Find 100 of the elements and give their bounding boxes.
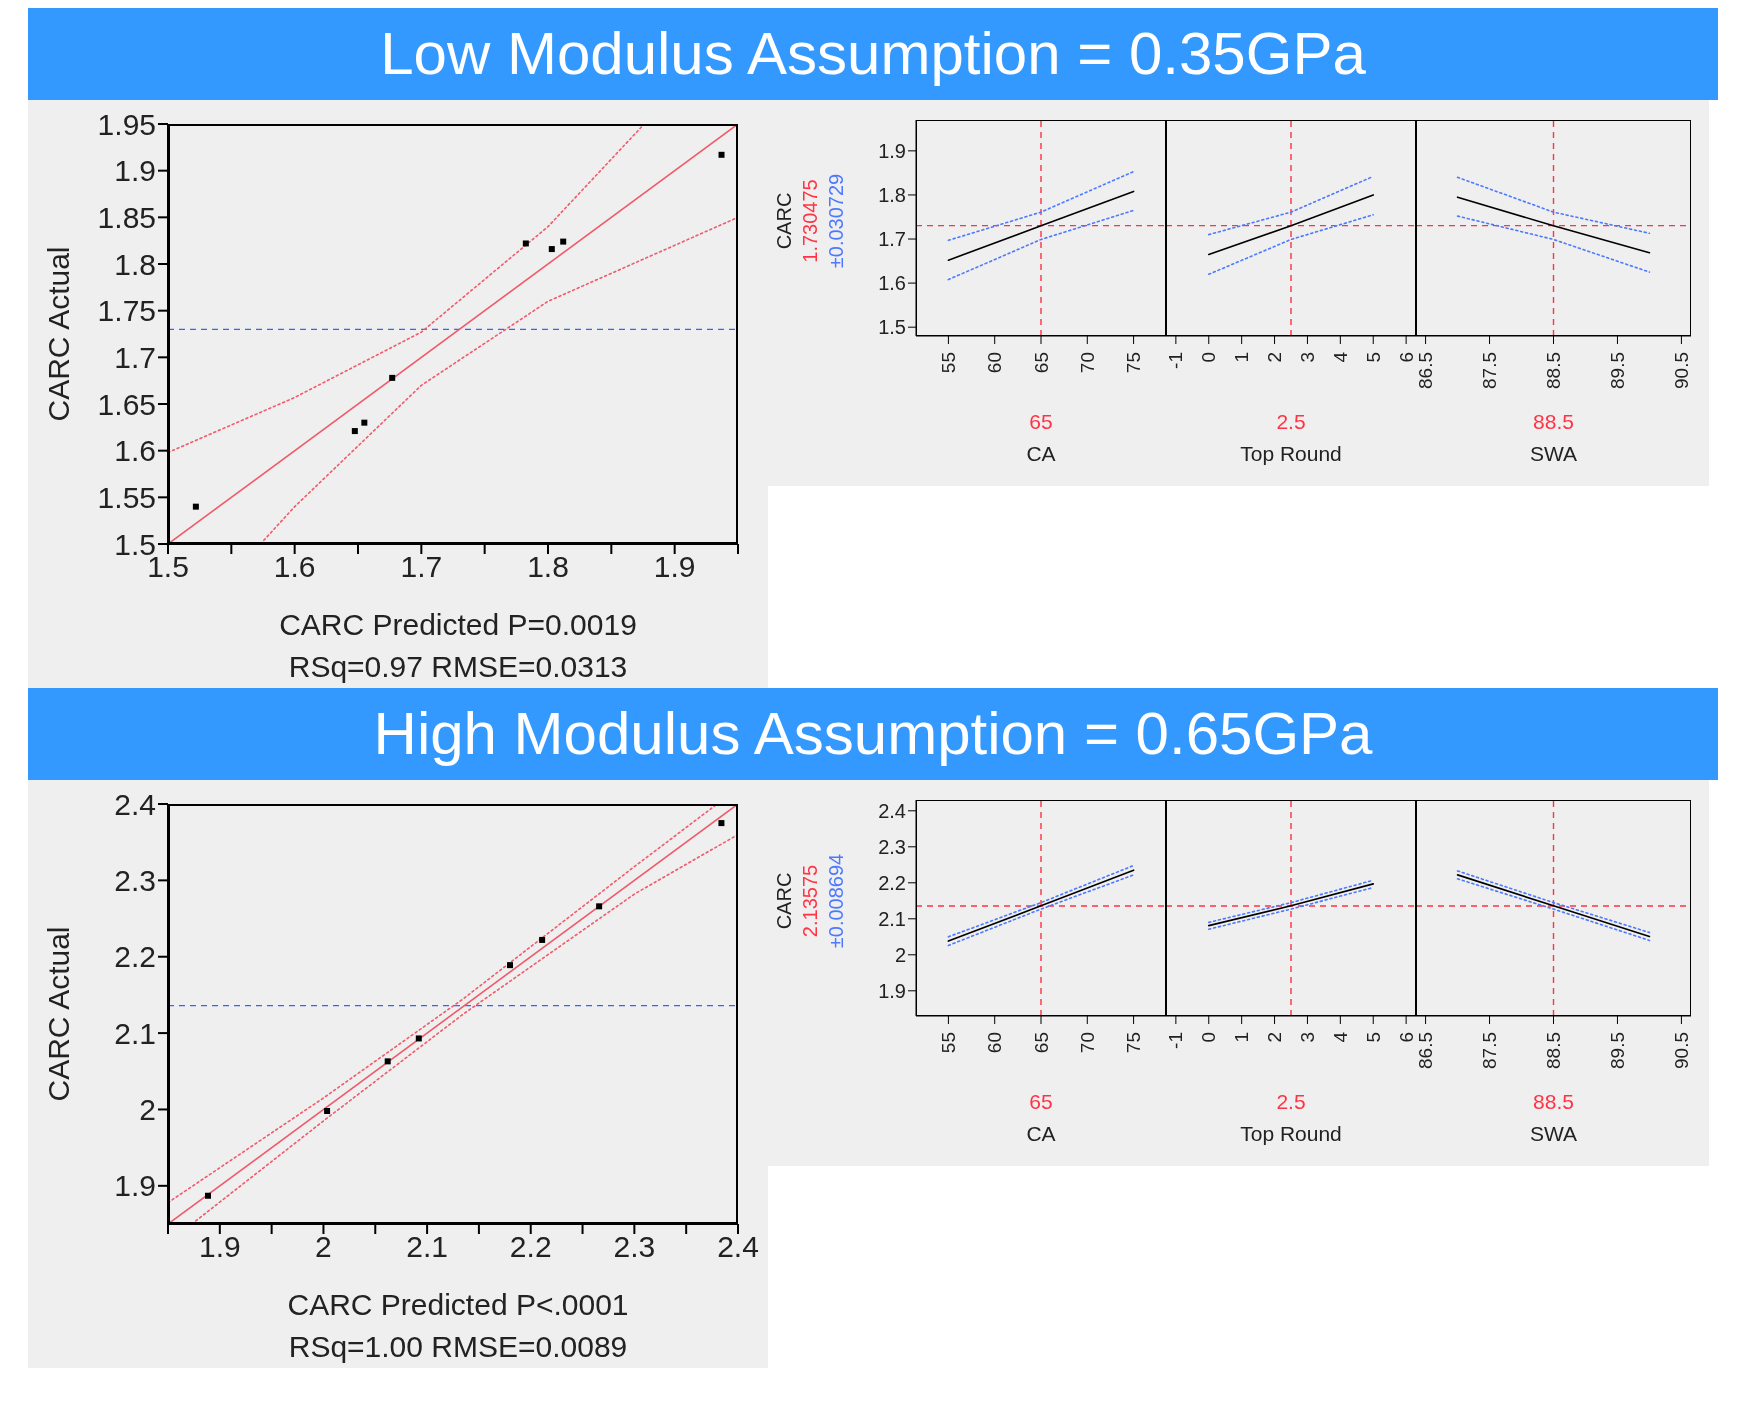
x-tick-label: 65 bbox=[1030, 1032, 1052, 1054]
x-tick-label: 2.4 bbox=[717, 1230, 759, 1264]
x-tick-label: 4 bbox=[1329, 351, 1351, 363]
x-tick-label: 2.2 bbox=[509, 1230, 552, 1264]
x-tick-label: 1.6 bbox=[273, 550, 316, 584]
x-tick-label: 3 bbox=[1296, 1032, 1318, 1043]
x-tick-label: 88.5 bbox=[1543, 352, 1564, 389]
y-tick-label: 2.2 bbox=[878, 871, 906, 894]
ref-line-label: 88.5 bbox=[1532, 1089, 1575, 1115]
x-tick-label: 75 bbox=[1123, 352, 1145, 374]
x-tick-label: 6 bbox=[1395, 1032, 1417, 1043]
ref-line-label: 65 bbox=[1028, 1089, 1054, 1115]
point bbox=[361, 419, 368, 426]
y-tick-label: 1.7 bbox=[878, 228, 906, 251]
ref-line-label: 88.5 bbox=[1532, 409, 1575, 435]
x-axis-title: SWA bbox=[1528, 1121, 1579, 1147]
y-axis-title: CARC bbox=[773, 192, 795, 250]
x-axis-title: Top Round bbox=[1239, 1121, 1343, 1147]
y-tick-label: 1.75 bbox=[97, 294, 156, 328]
x-axis-title: Top Round bbox=[1239, 441, 1343, 467]
y-tick-label: 2.1 bbox=[878, 907, 906, 930]
x-tick-label: 3 bbox=[1296, 352, 1318, 363]
x-tick-label: 87.5 bbox=[1479, 352, 1501, 389]
text: Low Modulus Assumption = 0.35GPa bbox=[28, 8, 1718, 100]
ref-line-label: 2.5 bbox=[1275, 1089, 1307, 1115]
x-tick-label: 65 bbox=[1030, 352, 1052, 374]
y-tick-label: 1.5 bbox=[878, 316, 906, 339]
text: RSq=1.00 RMSE=0.0089 bbox=[287, 1329, 629, 1365]
y-tick-label: 2 bbox=[894, 943, 906, 966]
y-tick-label: 1.9 bbox=[878, 139, 906, 162]
x-tick-label: 0 bbox=[1198, 1032, 1220, 1043]
x-tick-label: 6 bbox=[1395, 352, 1417, 363]
x-tick-label: 1 bbox=[1231, 1032, 1253, 1043]
x-tick-label: 70 bbox=[1076, 1032, 1098, 1054]
y-tick-label: 1.55 bbox=[97, 480, 156, 514]
point bbox=[192, 503, 199, 510]
x-tick-label: 60 bbox=[984, 352, 1006, 374]
x-tick-label: 5 bbox=[1362, 352, 1384, 363]
x-axis-title: CA bbox=[1025, 441, 1057, 467]
point bbox=[560, 238, 567, 245]
point bbox=[539, 936, 546, 943]
x-tick-label: 87.5 bbox=[1479, 1032, 1501, 1069]
x-axis-title: CA bbox=[1025, 1121, 1057, 1147]
y-tick-label: 1.6 bbox=[878, 272, 906, 295]
x-tick-label: 1.9 bbox=[198, 1230, 241, 1264]
point bbox=[324, 1107, 331, 1114]
x-tick-label: 1.8 bbox=[527, 550, 569, 584]
y-tick-label: 1.95 bbox=[97, 107, 156, 141]
point bbox=[389, 374, 396, 381]
point bbox=[718, 820, 725, 827]
x-tick-label: 75 bbox=[1123, 1032, 1145, 1054]
x-axis-title: SWA bbox=[1528, 441, 1579, 467]
text: 1.730475 bbox=[799, 179, 821, 263]
point bbox=[415, 1035, 422, 1042]
x-tick-label: 0 bbox=[1198, 352, 1220, 363]
x-tick-label: 1.7 bbox=[400, 550, 443, 584]
y-tick-label: 1.9 bbox=[114, 1169, 156, 1203]
x-tick-label: -1 bbox=[1165, 1032, 1187, 1049]
y-tick-label: 2.2 bbox=[114, 940, 156, 974]
point bbox=[507, 962, 513, 969]
y-tick-label: 1.8 bbox=[114, 247, 156, 281]
x-tick-label: 2.3 bbox=[613, 1230, 656, 1264]
x-tick-label: 88.5 bbox=[1543, 1032, 1564, 1069]
point bbox=[384, 1058, 391, 1065]
y-tick-label: 1.6 bbox=[114, 434, 156, 468]
x-tick-label: 89.5 bbox=[1606, 352, 1628, 389]
y-tick-label: 1.65 bbox=[97, 387, 156, 421]
x-tick-label: 2 bbox=[1264, 352, 1286, 363]
x-tick-label: 86.5 bbox=[1415, 1032, 1437, 1069]
point bbox=[718, 151, 725, 158]
text: High Modulus Assumption = 0.65GPa bbox=[28, 688, 1718, 780]
y-tick-label: 2.3 bbox=[878, 835, 906, 858]
y-tick-label: 2 bbox=[139, 1093, 156, 1127]
y-tick-label: 2.3 bbox=[114, 864, 156, 898]
x-tick-label: 1.9 bbox=[653, 550, 696, 584]
x-tick-label: 55 bbox=[937, 352, 959, 374]
x-tick-label: 2.1 bbox=[406, 1230, 448, 1264]
x-tick-label: 90.5 bbox=[1670, 1032, 1692, 1069]
x-axis-title: CARC Predicted P=0.0019 bbox=[278, 607, 638, 643]
x-tick-label: 2 bbox=[315, 1230, 332, 1264]
y-tick-label: 1.8 bbox=[878, 184, 906, 207]
x-tick-label: 5 bbox=[1362, 1032, 1384, 1043]
y-axis-title: CARC bbox=[773, 872, 795, 930]
x-tick-label: 86.5 bbox=[1415, 352, 1437, 389]
point bbox=[596, 903, 603, 910]
x-tick-label: 60 bbox=[984, 1032, 1006, 1054]
x-tick-label: -1 bbox=[1165, 352, 1187, 369]
x-tick-label: 70 bbox=[1076, 352, 1098, 374]
y-tick-label: 1.9 bbox=[114, 154, 156, 188]
point bbox=[351, 428, 358, 435]
ref-line-label: 65 bbox=[1028, 409, 1054, 435]
x-tick-label: 89.5 bbox=[1606, 1032, 1628, 1069]
x-tick-label: 2 bbox=[1264, 1032, 1286, 1043]
point bbox=[548, 246, 555, 253]
x-tick-label: 4 bbox=[1329, 1031, 1351, 1043]
y-tick-label: 2.4 bbox=[878, 799, 906, 822]
text: 2.13575 bbox=[799, 864, 821, 938]
y-axis-title: CARC Actual bbox=[41, 926, 75, 1102]
y-tick-label: 1.85 bbox=[97, 200, 156, 234]
y-axis-title: CARC Actual bbox=[41, 246, 75, 422]
